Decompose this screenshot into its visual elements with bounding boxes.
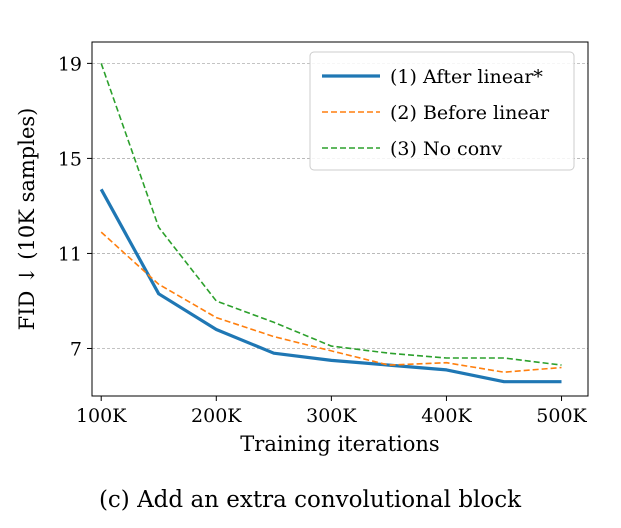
series-line-2 — [100, 231, 562, 374]
tick-layer: 7 11 15 19 100K 200K 300K 400K 500K — [58, 53, 588, 427]
y-tick-label: 15 — [58, 148, 82, 170]
figure-caption: (c) Add an extra convolutional block — [99, 487, 522, 513]
x-tick-label: 200K — [191, 405, 242, 427]
legend-box — [309, 51, 575, 171]
y-tick-label: 19 — [58, 53, 82, 75]
x-axis-label: Training iterations — [240, 432, 439, 456]
y-tick-label: 7 — [70, 338, 82, 360]
x-tick-label: 500K — [536, 405, 587, 427]
legend: (1) After linear* (2) Before linear (3) No… — [309, 51, 575, 171]
x-tick-label: 100K — [76, 405, 127, 427]
y-axis-label: FID ↓ (10K samples) — [15, 108, 39, 331]
x-tick-label: 400K — [421, 405, 472, 427]
series-line-3 — [100, 63, 562, 366]
x-tick-label: 300K — [306, 405, 357, 427]
series-line-1 — [99, 188, 562, 384]
y-tick-label: 11 — [58, 243, 82, 265]
plot-frame — [91, 41, 589, 397]
legend-label-3: (3) No conv — [390, 138, 502, 160]
legend-label-2: (2) Before linear — [390, 102, 550, 124]
series-layer — [99, 63, 562, 384]
legend-label-1: (1) After linear* — [390, 66, 543, 88]
